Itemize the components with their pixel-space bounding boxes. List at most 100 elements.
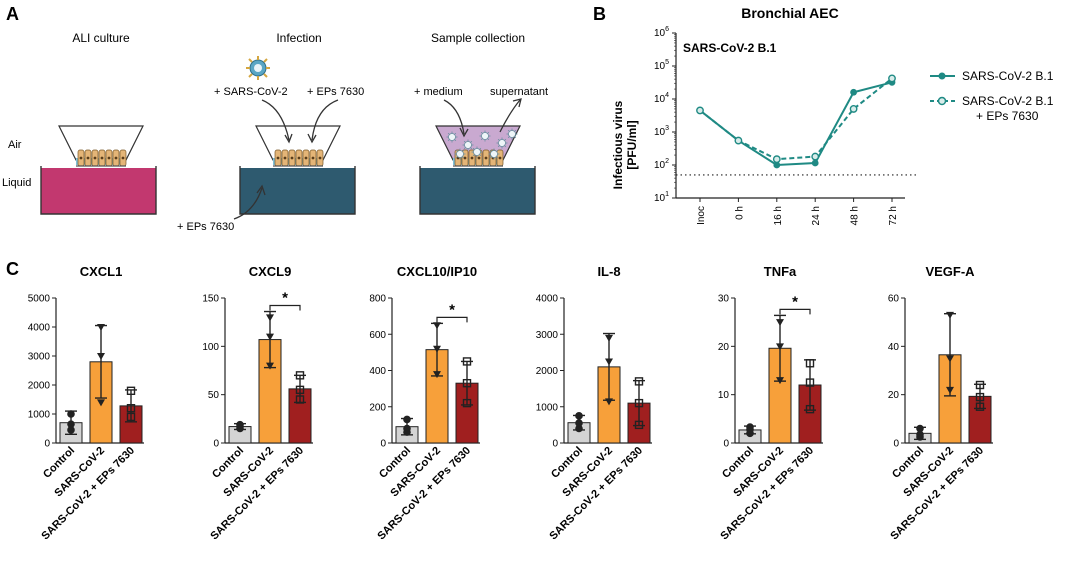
y-tick-base: 10 [654,160,666,171]
y-tick-label: 102 [654,158,669,171]
well-sample-collection: + medium supernatant [414,86,548,215]
step-infection-title: Infection [276,31,321,45]
cell-nucleus [107,156,111,160]
x-tick-label: 72 h [888,206,899,225]
well-wall [40,166,157,215]
data-point [746,425,754,434]
x-tick-label: 24 h [811,206,822,225]
cell-nucleus [283,156,287,160]
series-1-point [811,159,819,167]
panel-c: C CXCL1010002000300040005000ControlSARS-… [6,259,993,542]
virion-body [508,130,516,138]
series-2-point [772,155,781,164]
arrow-medium-in [443,99,465,135]
y-tick-label: 60 [888,294,900,305]
series-2-point [696,106,704,115]
bar-chart-title: IL-8 [597,264,620,279]
series-line-1 [699,81,893,167]
y-tick-label: 0 [723,439,729,450]
well-wall [239,166,356,215]
y-tick-exponent: 5 [665,59,669,66]
data-point [433,371,441,379]
data-point [946,355,954,363]
panel-a: A ALI culture Infection Sample collectio… [2,4,548,233]
data-point [67,426,75,434]
series-1-point [850,88,857,96]
y-tick-exponent: 2 [665,158,669,165]
virion-spike [496,156,499,159]
y-tick-label: 1000 [536,402,559,413]
bar-chart-il8: IL-801000200030004000ControlSARS-CoV-2SA… [536,264,652,542]
cell-nucleus [477,156,481,160]
arrow-eps-to-insert [311,99,339,141]
virion-spike [455,149,458,152]
arrow-eps-to-medium [233,187,263,220]
significance-bracket [269,304,301,311]
cytokine-bar-charts: CXCL1010002000300040005000ControlSARS-Co… [28,264,993,542]
bar-chart-vegfa: VEGF-A0204060ControlSARS-CoV-2SARS-CoV-2… [888,264,993,542]
virion-spike [447,139,450,142]
epithelial-cells [76,149,127,167]
eps-top-add-label: + EPs 7630 [307,86,364,98]
y-tick-base: 10 [654,61,666,72]
data-point [776,343,784,351]
cell-nucleus [304,156,308,160]
data-point [575,412,583,420]
y-axis-title: Infectious virus [PFU/ml] [611,100,639,189]
y-tick-label: 103 [654,125,669,138]
y-tick-label: 1000 [28,410,51,421]
x-tick-label: 48 h [850,206,861,225]
y-tick-label: 106 [654,26,669,39]
virion-spike [462,149,465,152]
virion-spike [472,154,475,157]
cell-nucleus [121,156,125,160]
data-point [67,420,75,428]
virion [479,130,491,142]
arrow-head [256,184,266,196]
cell-nucleus [470,156,474,160]
y-tick-label: 10 [718,390,730,401]
pink-medium [41,168,156,214]
y-tick-base: 10 [654,94,666,105]
line-chart-series [696,74,896,169]
y-tick-label: 0 [893,439,899,450]
cell-nucleus [318,156,322,160]
virion-spike [489,156,492,159]
data-point [776,377,784,385]
arrow-head [284,133,293,144]
data-point [575,419,583,427]
panel-b-letter: B [593,4,606,24]
virus-icon [246,56,270,80]
dark-medium [420,168,535,214]
bar-chart-cxcl1: CXCL1010002000300040005000ControlSARS-Co… [28,264,144,542]
data-point [266,333,274,341]
arrow-head [307,133,317,144]
cell-nucleus [290,156,294,160]
cell-nucleus [86,156,90,160]
y-tick-exponent: 4 [665,92,669,99]
epithelial-cells [273,149,324,167]
y-tick-label: 0 [380,439,386,450]
virion-spike [514,129,517,132]
y-tick-label: 800 [369,294,386,305]
data-point [605,358,613,366]
data-point [975,402,985,411]
step-sample-collection-title: Sample collection [431,31,525,45]
virion [471,146,483,158]
liquid-label: Liquid [2,177,31,189]
virion-spike [497,145,500,148]
data-point [97,353,105,360]
y-tick-label: 400 [369,366,386,377]
data-point [266,314,274,322]
series-2-point [811,152,820,161]
y-tick-label: 3000 [536,330,559,341]
virion [488,148,500,160]
x-tick-label: 0 h [734,206,745,220]
dark-medium [240,168,355,214]
data-point [126,386,136,395]
series-line-2 [699,77,893,161]
virion-body [473,148,481,156]
x-tick-label: Inoc [696,206,707,225]
data-point [776,319,784,327]
